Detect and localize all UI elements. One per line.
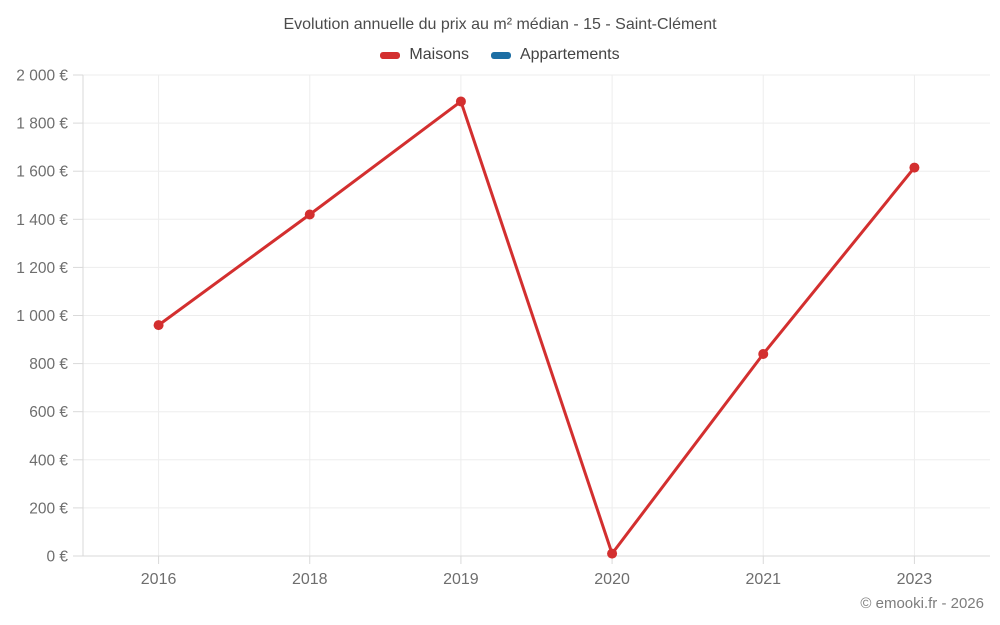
series-line-maisons bbox=[157, 99, 916, 556]
legend-label-maisons: Maisons bbox=[409, 46, 469, 63]
data-point-maisons[interactable] bbox=[304, 209, 315, 220]
y-axis-tick-label: 2 000 € bbox=[16, 68, 68, 85]
y-axis-tick-label: 1 200 € bbox=[16, 260, 68, 277]
legend-label-appartements: Appartements bbox=[519, 46, 620, 63]
x-axis-tick-label: 2018 bbox=[292, 571, 328, 588]
x-axis-tick-label: 2023 bbox=[897, 571, 933, 588]
copyright-text: © emooki.fr - 2026 bbox=[860, 595, 984, 612]
y-axis-tick-label: 0 € bbox=[46, 549, 68, 566]
data-point-maisons[interactable] bbox=[758, 348, 769, 359]
x-axis-tick-label: 2020 bbox=[594, 571, 630, 588]
y-axis-tick-label: 600 € bbox=[29, 404, 68, 421]
y-axis-tick-label: 1 000 € bbox=[16, 308, 68, 325]
data-point-maisons[interactable] bbox=[153, 320, 164, 331]
y-axis-tick-label: 1 400 € bbox=[16, 212, 68, 229]
y-axis-tick-label: 400 € bbox=[29, 452, 68, 469]
y-axis-tick-label: 200 € bbox=[29, 500, 68, 517]
data-point-maisons[interactable] bbox=[455, 96, 466, 107]
legend-swatch-maisons-icon bbox=[380, 51, 401, 59]
x-axis-tick-label: 2016 bbox=[141, 571, 177, 588]
x-axis-tick-label: 2019 bbox=[443, 571, 479, 588]
chart-title: Evolution annuelle du prix au m² médian … bbox=[283, 16, 717, 33]
legend-item-appartements[interactable]: Appartements bbox=[490, 46, 620, 64]
data-point-maisons[interactable] bbox=[607, 548, 618, 559]
y-axis-tick-label: 1 800 € bbox=[16, 116, 68, 133]
y-axis-tick-label: 1 600 € bbox=[16, 164, 68, 181]
data-point-maisons[interactable] bbox=[909, 162, 920, 173]
chart-legend: Maisons Appartements bbox=[0, 46, 1000, 64]
y-axis-tick-label: 800 € bbox=[29, 356, 68, 373]
legend-item-maisons[interactable]: Maisons bbox=[380, 46, 469, 64]
x-axis-tick-label: 2021 bbox=[745, 571, 781, 588]
legend-swatch-appartements-icon bbox=[490, 51, 511, 59]
